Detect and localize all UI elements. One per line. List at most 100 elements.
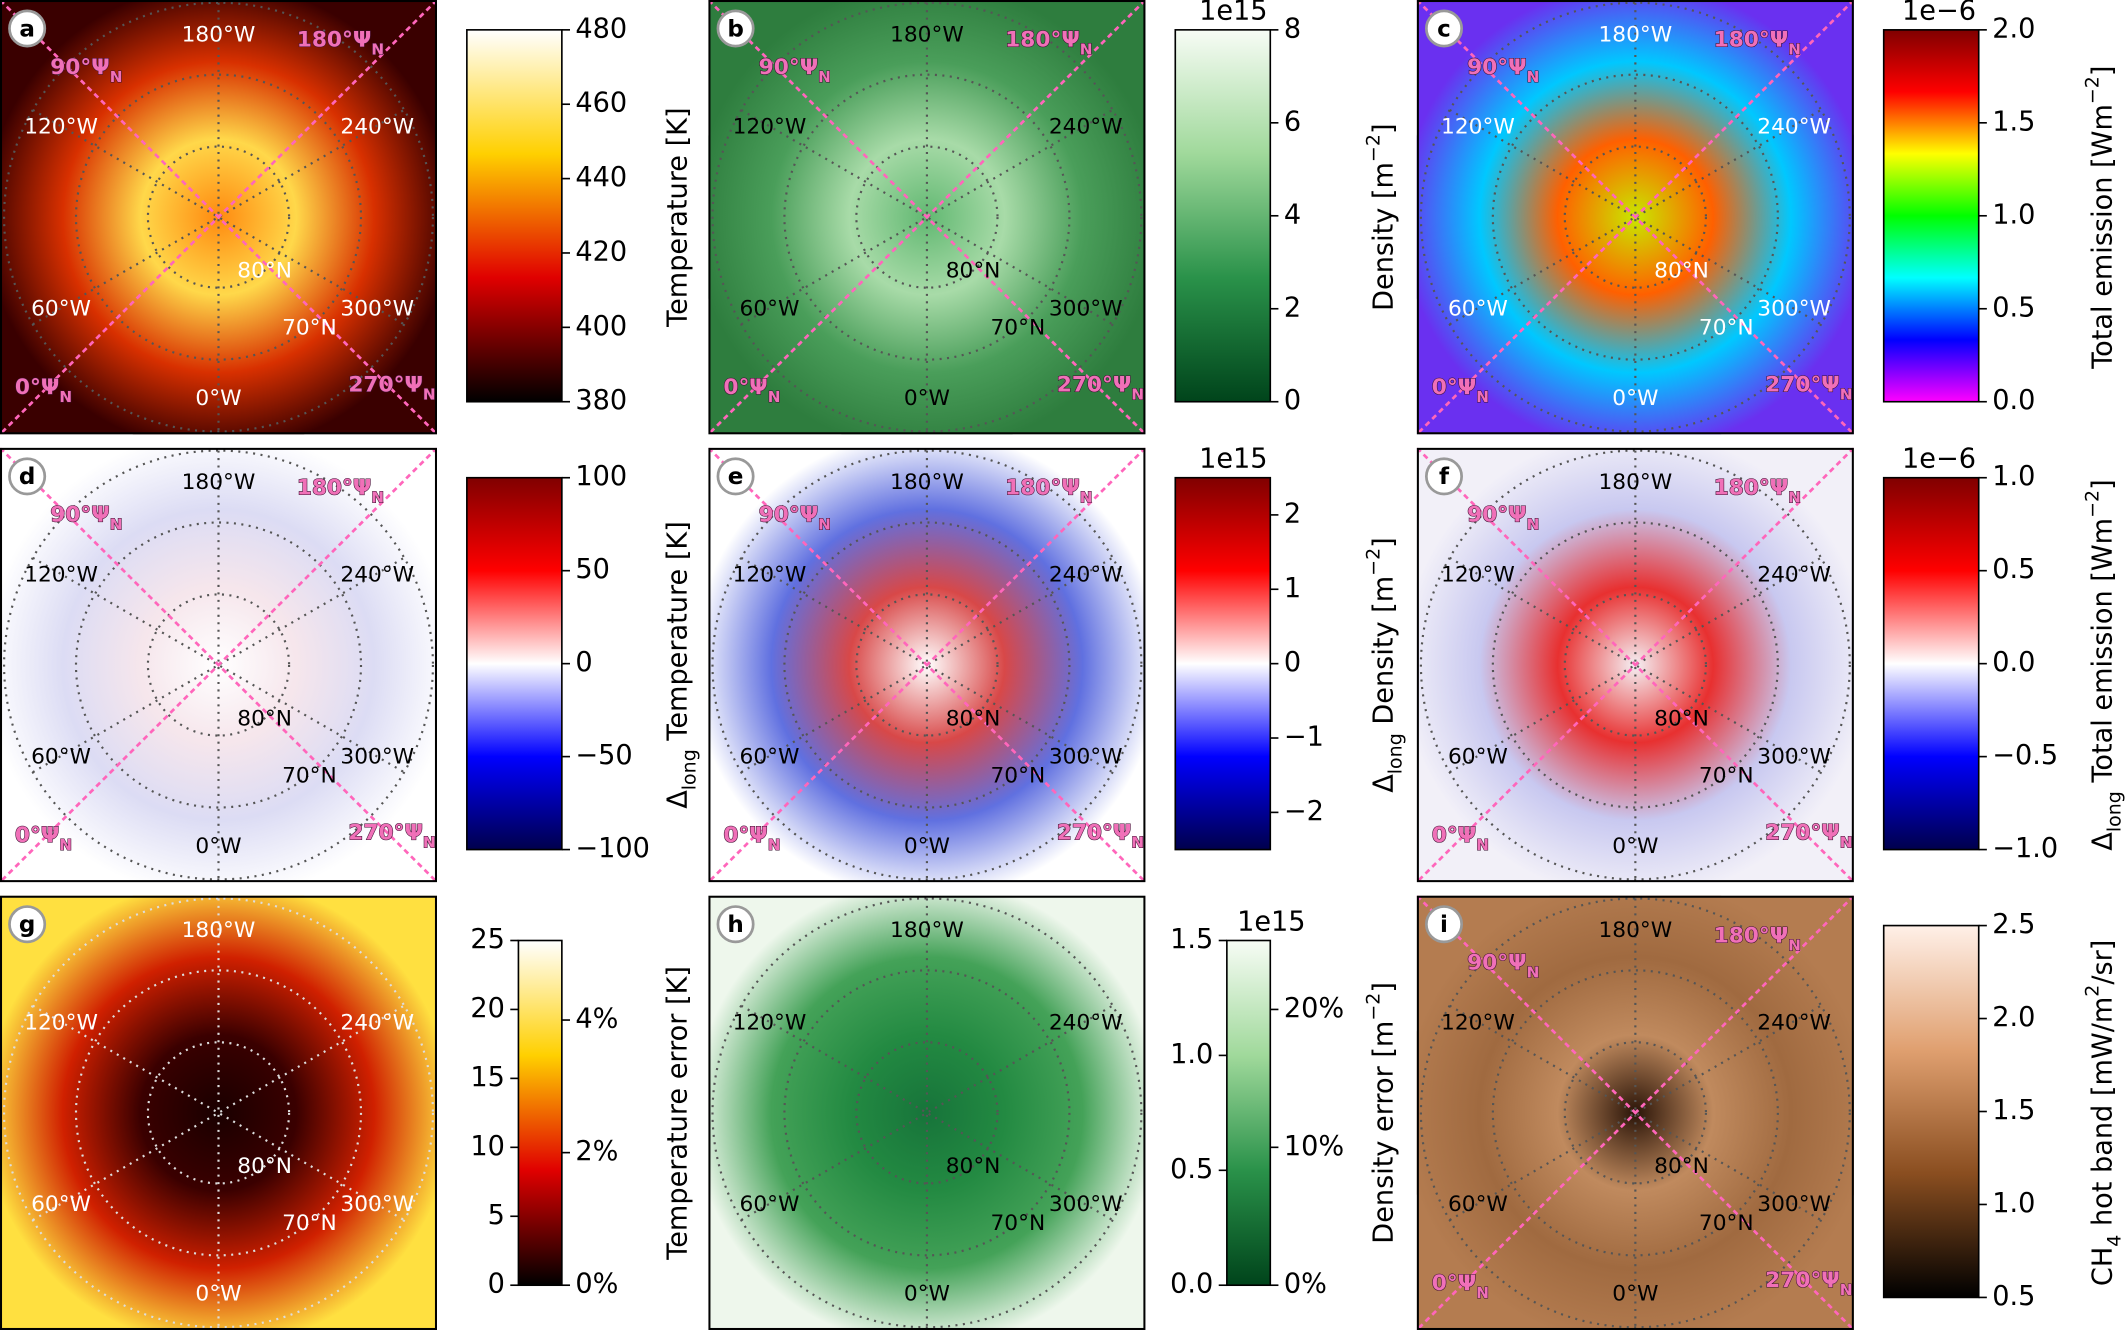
latitude-circle [74,73,363,361]
latitude-circle [146,1041,291,1185]
longitude-label: 300°W [1049,1192,1123,1217]
panel-letter: a [19,16,35,42]
longitude-label: 120°W [1441,1010,1515,1035]
colorbar-label: Temperature error [K] [662,966,693,1261]
magnetic-label-part: N [1527,963,1540,981]
colorbar-tick-label: 400 [575,311,627,342]
colorbar-tick-label: 10 [470,1131,505,1162]
magnetic-label-part: 90°Ψ [1467,503,1527,528]
longitude-label: 0°W [1612,834,1658,859]
map-image [0,895,437,1330]
longitude-label: 120°W [24,1010,98,1035]
latitude-circle [1563,145,1708,289]
panel-letter-badge [1425,9,1463,48]
colorbar-label-part: −2 [1362,134,1384,162]
latitude-label: 70°N [282,315,337,340]
longitude-label: 60°W [740,1192,800,1217]
panel-frame [708,447,1146,883]
colorbar-tick-label: 1.5 [1992,1095,2035,1126]
panel-letter-badge [716,9,755,48]
latitude-label: 70°N [1699,763,1754,788]
colorbar-offset: 1e15 [1237,906,1305,937]
latitude-circle [711,449,1143,881]
panel-frame [1416,447,1854,883]
map-panel [708,895,1146,1330]
colorbar-tick-label: 380 [575,385,627,416]
longitude-label: 180°W [890,918,964,943]
longitude-label: 240°W [340,1010,414,1035]
longitude-label: 180°W [890,470,964,495]
colorbar-tick-label: 0.5 [1992,292,2035,323]
magnetic-label: 90°ΨN [759,503,831,534]
panel-frame [1416,895,1854,1330]
magnetic-label-part: N [818,515,831,533]
longitude-label: 60°W [1448,744,1508,769]
magnetic-label: 0°ΨN [1432,375,1489,406]
panel-frame [0,447,437,883]
panel-frame [708,0,1146,435]
colorbar-label: Δlong Total emission [Wm−2] [2081,479,2125,850]
colorbar [1174,476,1272,851]
longitude-label: 120°W [733,115,807,140]
magnetic-label-part: 180°Ψ [1005,28,1080,53]
latitude-label: 80°N [946,1154,1001,1179]
longitude-label: 300°W [1757,744,1831,769]
colorbar-tick-label: −100 [575,833,650,864]
magnetic-diagonal [1416,447,1854,883]
colorbar-tick-label: 4% [575,1004,618,1035]
longitude-label: 240°W [1757,1010,1831,1035]
latitude-label: 80°N [237,1154,292,1179]
colorbar-tick-label: 0.5 [1170,1154,1213,1185]
latitude-label: 70°N [282,1211,337,1236]
magnetic-label-part: N [1840,833,1853,851]
longitude-label: 0°W [1612,386,1658,411]
latitude-circle [74,969,363,1257]
colorbar-tick-label: 25 [470,924,505,955]
magnetic-label: 180°ΨN [1714,476,1801,507]
latitude-label: 80°N [946,258,1001,283]
colorbar-tick-label: 480 [575,13,627,44]
magnetic-label-part: 90°Ψ [1467,55,1527,80]
magnetic-label-part: N [1476,388,1489,406]
panel-letter-badge [1425,905,1463,944]
magnetic-label-part: 180°Ψ [1714,923,1789,948]
longitude-label: 240°W [1757,115,1831,140]
magnetic-label: 270°ΨN [348,820,435,851]
magnetic-label-part: N [1080,40,1093,58]
longitude-label: 300°W [1757,1192,1831,1217]
colorbar-tick-label: 6 [1284,106,1301,137]
colorbar [466,476,563,851]
colorbar-tick-label: 2 [1284,498,1301,529]
magnetic-label-part: N [59,388,72,406]
colorbar-label-part: −2 [1362,548,1384,576]
colorbar-label: CH4 hot band [mW/m2/sr] [2081,940,2125,1286]
latitude-circle [783,73,1071,361]
magnetic-label-part: N [1788,40,1801,58]
panel-letter-badge [716,457,755,496]
magnetic-label-part: N [1840,1281,1853,1299]
colorbar-label-part: Temperature error [K] [662,966,693,1261]
colorbar-label: Total emission [Wm−2] [2081,66,2118,370]
magnetic-label-part: N [1080,488,1093,506]
magnetic-label-part: N [768,388,781,406]
colorbar-label-part: Δ [1368,774,1399,793]
latitude-label: 80°N [1654,706,1709,731]
latitude-circle [1491,969,1779,1257]
colorbar-label-part: 2 [2081,985,2103,997]
colorbar [1174,29,1272,403]
colorbar-tick-label: 10% [1284,1131,1344,1162]
magnetic-label: 270°ΨN [1765,820,1852,851]
panel-letter: i [1440,912,1448,938]
colorbar-label-part: long [678,749,700,790]
colorbar-label-part: Temperature [K] [662,107,693,327]
latitude-circle [855,145,999,289]
latitude-label: 80°N [237,258,292,283]
colorbar-tick-label: 20 [470,993,505,1024]
magnetic-label-part: 0°Ψ [723,823,767,848]
latitude-circle [1563,1041,1708,1185]
magnetic-label: 0°ΨN [723,823,780,854]
magnetic-label-part: N [1476,1283,1489,1301]
